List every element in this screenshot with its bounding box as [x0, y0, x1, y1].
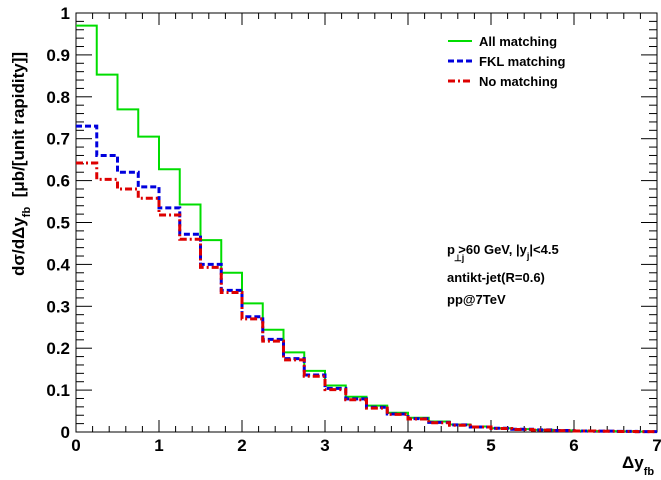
- y-tick-label: 0.8: [46, 88, 70, 107]
- y-tick-label: 0.4: [46, 255, 70, 274]
- annotation-p: p: [447, 242, 455, 257]
- legend: All matching FKL matching No matching: [448, 34, 565, 89]
- y-axis-title-sub: fb: [21, 207, 33, 218]
- x-tick-label: 3: [320, 436, 329, 455]
- x-tick-label: 6: [569, 436, 578, 455]
- y-tick-label: 0.9: [46, 46, 70, 65]
- y-tick-label: 1: [61, 4, 70, 23]
- axis-ticks: [75, 12, 658, 433]
- annotation-energy: pp@7TeV: [447, 292, 506, 307]
- series-line-1: [76, 24, 657, 433]
- x-tick-label: 7: [652, 436, 661, 455]
- plot-frame: [75, 12, 658, 433]
- series-line-2: [76, 124, 657, 434]
- x-axis-title: Δyfb: [622, 453, 654, 478]
- y-tick-label: 0: [61, 423, 70, 442]
- series-line-3: [76, 161, 657, 434]
- x-tick-label: 4: [403, 436, 413, 455]
- x-axis-title-sub: fb: [644, 466, 655, 478]
- y-tick-label: 0.1: [46, 381, 70, 400]
- y-tick-label: 0.5: [46, 214, 70, 233]
- x-tick-label: 0: [71, 436, 80, 455]
- annotation-y-sub: j: [526, 251, 530, 261]
- y-axis-title-unit: [μb/[unit rapidity]]: [9, 52, 28, 207]
- annotation-p-sub: ⊥j: [454, 253, 464, 263]
- series-layer: [76, 24, 657, 434]
- x-tick-label: 2: [237, 436, 246, 455]
- annotation-jet-algo: antikt-jet(R=0.6): [447, 270, 545, 285]
- annotation-cut-text: >60 GeV, |y: [458, 242, 527, 257]
- annotation-cut-end: |<4.5: [529, 242, 558, 257]
- annotation-cuts: p⊥j>60 GeV, |yj|<4.5: [447, 242, 559, 263]
- y-tick-label: 0.3: [46, 297, 70, 316]
- tick-labels: 0 1 2 3 4 5 6 7 0 0.1 0.2 0.3 0.4 0.5 0.6 0.7 0.8 0.9 1: [46, 4, 661, 455]
- y-tick-label: 0.2: [46, 339, 70, 358]
- legend-label-1: All matching: [479, 34, 557, 49]
- y-axis-title-main: dσ/dΔy: [9, 217, 28, 276]
- legend-label-3: No matching: [479, 74, 558, 89]
- x-tick-label: 1: [154, 436, 163, 455]
- x-axis-title-main: Δy: [622, 453, 644, 472]
- x-tick-label: 5: [486, 436, 495, 455]
- y-axis-title: dσ/dΔyfb [μb/[unit rapidity]]: [9, 52, 33, 276]
- y-tick-label: 0.7: [46, 130, 70, 149]
- legend-label-2: FKL matching: [479, 54, 565, 69]
- y-tick-label: 0.6: [46, 172, 70, 191]
